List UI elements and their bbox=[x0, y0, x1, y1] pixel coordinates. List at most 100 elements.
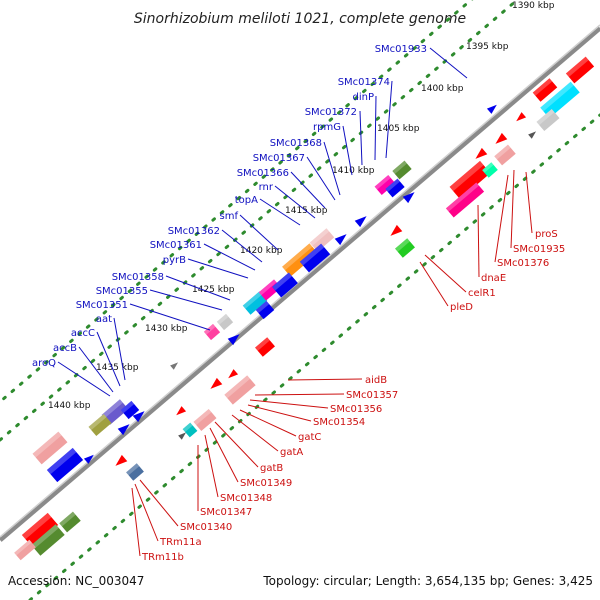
gene-block bbox=[193, 408, 217, 432]
leader-line bbox=[274, 185, 316, 219]
gene-highlight bbox=[449, 160, 484, 192]
gene-label[interactable]: gatC bbox=[298, 432, 321, 443]
gene-shape bbox=[255, 337, 275, 357]
gene-label[interactable]: SMc01357 bbox=[346, 390, 398, 401]
gene-label[interactable]: pyrB bbox=[163, 255, 186, 266]
arrow-shape bbox=[117, 424, 130, 436]
leader-line bbox=[424, 254, 467, 293]
gene-block bbox=[216, 313, 234, 331]
gene-label[interactable]: rpmG bbox=[313, 122, 341, 133]
gene-label[interactable]: SMc01358 bbox=[112, 272, 164, 283]
leader-line bbox=[78, 346, 114, 393]
leader-line bbox=[342, 125, 353, 176]
gene-highlight bbox=[395, 238, 410, 252]
gene-label[interactable]: SMc01376 bbox=[497, 258, 549, 269]
gene-highlight bbox=[32, 431, 62, 458]
gene-label[interactable]: gatB bbox=[260, 463, 283, 474]
gene-label[interactable]: aat bbox=[96, 314, 112, 325]
arrow-shape bbox=[210, 377, 223, 389]
gene-label[interactable]: rnr bbox=[259, 182, 274, 193]
arrow-shape bbox=[334, 234, 347, 246]
gene-label[interactable]: TRm11a bbox=[159, 537, 202, 548]
gene-label[interactable]: SMc01367 bbox=[253, 153, 305, 164]
gene-label[interactable]: SMc01361 bbox=[150, 240, 202, 251]
gene-shape bbox=[494, 144, 516, 166]
gene-label[interactable]: SMc01351 bbox=[76, 300, 128, 311]
gene-label[interactable]: TRm11b bbox=[141, 552, 184, 563]
leader-line bbox=[134, 483, 159, 542]
gene-arrow bbox=[210, 377, 223, 389]
gene-label[interactable]: SMc01347 bbox=[200, 507, 252, 518]
gene-label[interactable]: pleD bbox=[450, 302, 473, 313]
gene-highlight bbox=[385, 178, 401, 192]
gene-arrow bbox=[132, 411, 145, 423]
gene-label[interactable]: celR1 bbox=[468, 288, 496, 299]
gene-block bbox=[272, 272, 298, 298]
gene-shape bbox=[482, 162, 498, 178]
leader-line bbox=[510, 169, 515, 249]
gene-arrow bbox=[486, 104, 497, 114]
gene-highlight bbox=[272, 272, 293, 291]
gene-label[interactable]: gatA bbox=[280, 447, 303, 458]
gene-highlight bbox=[46, 447, 77, 475]
gene-block bbox=[120, 400, 140, 420]
chromosome-backbone-highlight bbox=[0, 24, 600, 538]
gene-shape bbox=[224, 375, 256, 405]
gene-arrow bbox=[334, 234, 347, 246]
gene-label[interactable]: SMc01372 bbox=[305, 107, 357, 118]
leader-line bbox=[129, 303, 211, 331]
arrow-shape bbox=[115, 454, 128, 466]
gene-label[interactable]: aidB bbox=[365, 375, 387, 386]
gene-label[interactable]: SMc01366 bbox=[237, 168, 289, 179]
leader-line bbox=[359, 110, 363, 166]
gene-highlight bbox=[203, 323, 216, 335]
gene-label[interactable]: SMc01355 bbox=[96, 286, 148, 297]
leader-line bbox=[249, 399, 329, 409]
gene-shape bbox=[255, 300, 275, 320]
gene-highlight bbox=[565, 56, 589, 77]
leader-line bbox=[165, 275, 231, 301]
gene-label[interactable]: dinP bbox=[353, 92, 375, 103]
accession-text: Accession: NC_003047 bbox=[8, 574, 144, 588]
gene-arrow bbox=[354, 216, 367, 228]
leader-line bbox=[323, 141, 341, 196]
leader-line bbox=[290, 171, 326, 209]
gene-label[interactable]: dnaE bbox=[481, 273, 506, 284]
gene-highlight bbox=[309, 228, 330, 246]
kbp-label: 1430 kbp bbox=[145, 324, 188, 334]
leader-line bbox=[239, 214, 279, 251]
gene-label[interactable]: SMc01368 bbox=[270, 138, 322, 149]
tick-dot-line bbox=[0, 0, 474, 404]
gene-label[interactable]: aroQ bbox=[32, 358, 56, 369]
leader-line bbox=[113, 317, 126, 381]
gene-shape bbox=[101, 399, 129, 425]
kbp-label: 1410 kbp bbox=[332, 166, 375, 176]
leader-line bbox=[374, 95, 377, 161]
gene-label[interactable]: accC bbox=[71, 328, 95, 339]
gene-label[interactable]: SMc01933 bbox=[375, 44, 427, 55]
gene-block bbox=[299, 243, 331, 273]
arrow-shape bbox=[178, 432, 187, 440]
leader-line bbox=[306, 156, 336, 201]
tick-dot-line bbox=[28, 113, 600, 600]
gene-label[interactable]: SMc01356 bbox=[330, 404, 382, 415]
kbp-label: 1420 kbp bbox=[240, 246, 283, 256]
gene-label[interactable]: smf bbox=[220, 211, 239, 222]
gene-label[interactable]: SMc01348 bbox=[220, 493, 272, 504]
gene-block bbox=[494, 144, 516, 166]
gene-label[interactable]: SMc01935 bbox=[513, 244, 565, 255]
gene-features bbox=[14, 56, 595, 561]
gene-label[interactable]: proS bbox=[535, 229, 558, 240]
arrow-shape bbox=[228, 369, 239, 379]
gene-label[interactable]: SMc01374 bbox=[338, 77, 390, 88]
gene-label[interactable]: topA bbox=[235, 195, 258, 206]
gene-label[interactable]: SMc01362 bbox=[168, 226, 220, 237]
arrow-shape bbox=[83, 454, 94, 464]
gene-label[interactable]: accB bbox=[53, 343, 77, 354]
arrow-shape bbox=[495, 132, 508, 144]
gene-highlight bbox=[14, 539, 32, 556]
gene-label[interactable]: SMc01354 bbox=[313, 417, 365, 428]
gene-label[interactable]: SMc01340 bbox=[180, 522, 232, 533]
arrow-shape bbox=[528, 131, 537, 139]
gene-label[interactable]: SMc01349 bbox=[240, 478, 292, 489]
